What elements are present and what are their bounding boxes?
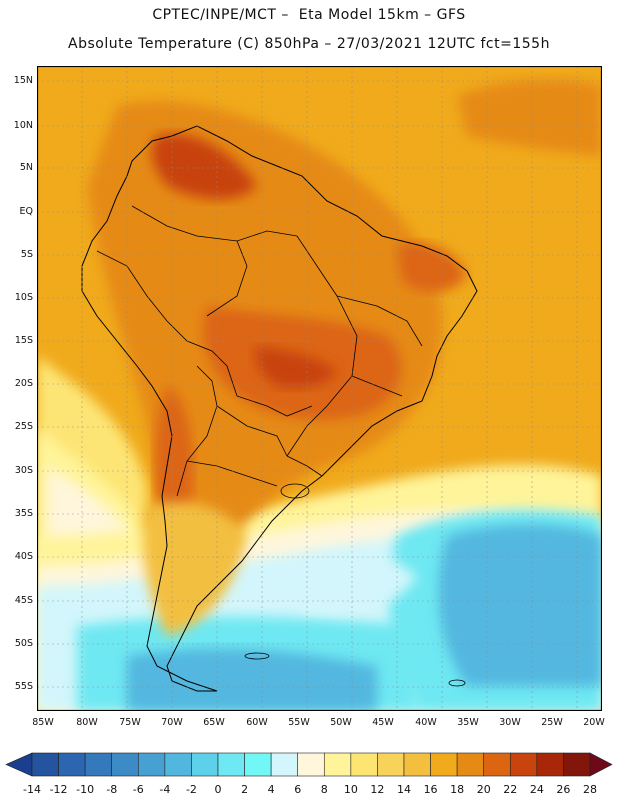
colorbar-cell	[270, 752, 299, 777]
lon-label: 35W	[457, 717, 479, 728]
colorbar-label: -8	[106, 783, 118, 796]
lat-label: 45S	[14, 595, 33, 606]
colorbar-cell	[191, 752, 219, 777]
colorbar-cell	[456, 752, 485, 777]
field-drake-blue	[127, 648, 377, 711]
colorbar-cell	[377, 752, 405, 777]
lon-label: 25W	[541, 717, 563, 728]
lon-label: 55W	[288, 717, 310, 728]
lon-label: 85W	[32, 717, 54, 728]
colorbar-cell	[217, 752, 245, 777]
colorbar-label: 28	[583, 783, 597, 796]
uruguay-outline	[280, 483, 310, 499]
colorbar-label: 24	[529, 783, 544, 796]
lat-label: 15N	[13, 75, 33, 86]
lat-label: 55S	[14, 681, 33, 692]
colorbar-label: 2	[241, 783, 249, 796]
colorbar-cell	[589, 752, 613, 777]
field-mid-pale	[297, 553, 417, 613]
colorbar-cell	[297, 752, 325, 777]
temperature-map	[37, 66, 602, 711]
lat-label: 35S	[14, 508, 33, 519]
colorbar-cell	[323, 752, 352, 777]
colorbar-label: -6	[132, 783, 144, 796]
colorbar-cell	[84, 752, 113, 777]
colorbar-cell	[244, 752, 272, 777]
colorbar-cell	[563, 752, 591, 777]
colorbar-cell	[509, 752, 538, 777]
colorbar-cell	[430, 752, 458, 777]
lat-label: 25S	[14, 421, 33, 432]
lon-label: 80W	[76, 717, 98, 728]
colorbar-label: -10	[76, 783, 95, 796]
colorbar-label: 16	[423, 783, 438, 796]
colorbar-cell	[111, 752, 139, 777]
lat-label: 10N	[13, 120, 33, 131]
map-border	[37, 66, 602, 711]
lat-label: 50S	[14, 638, 33, 649]
colorbar-cell	[31, 752, 59, 777]
continent-outline	[81, 125, 478, 692]
field-patagonia-yellow	[143, 502, 247, 636]
field-atlantic-cold	[438, 524, 602, 686]
colorbar-label: -2	[185, 783, 197, 796]
title-line-1: CPTEC/INPE/MCT – Eta Model 15km – GFS	[152, 7, 466, 23]
lon-label: 20W	[583, 717, 605, 728]
colorbar-label: 0	[214, 783, 222, 796]
south-georgia-outline	[448, 679, 466, 687]
lat-label: 10S	[14, 292, 33, 303]
lat-label: 40S	[14, 551, 33, 562]
field-andes-hot	[154, 386, 194, 525]
colorbar-label: 14	[397, 783, 411, 796]
lat-label: 20S	[14, 378, 33, 389]
colorbar-label: 26	[556, 783, 571, 796]
lon-label: 60W	[246, 717, 268, 728]
colorbar-cell	[483, 752, 511, 777]
lon-label: 30W	[499, 717, 521, 728]
falklands-outline	[244, 652, 270, 660]
colorbar-label: -14	[23, 783, 41, 796]
field-land-hottest	[255, 346, 337, 388]
lat-label: EQ	[19, 206, 33, 217]
colorbar-label: 10	[343, 783, 358, 796]
lon-label: 45W	[372, 717, 394, 728]
colorbar-label: -12	[49, 783, 68, 796]
colorbar-cell	[350, 752, 378, 777]
lon-label: 40W	[415, 717, 437, 728]
field-north-hot	[151, 134, 257, 200]
lat-label: 15S	[14, 335, 33, 346]
colorbar	[5, 752, 613, 777]
colorbar-label: 4	[267, 783, 275, 796]
colorbar-cell	[536, 752, 564, 777]
lon-label: 75W	[119, 717, 141, 728]
colorbar-label: 22	[503, 783, 518, 796]
field-ne-hot	[397, 242, 467, 292]
field-atlantic-ne-hot	[457, 79, 602, 156]
colorbar-cell	[164, 752, 192, 777]
lon-label: 50W	[330, 717, 352, 728]
colorbar-cell	[5, 752, 33, 777]
colorbar-label: 8	[320, 783, 328, 796]
colorbar-cell	[137, 752, 166, 777]
lat-label: 30S	[14, 465, 33, 476]
graticule	[37, 66, 602, 711]
colorbar-label: 20	[476, 783, 491, 796]
lat-label: 5N	[19, 162, 33, 173]
colorbar-label: -4	[159, 783, 171, 796]
colorbar-cell	[403, 752, 431, 777]
colorbar-label: 6	[294, 783, 302, 796]
lat-label: 5S	[20, 249, 33, 260]
lon-label: 70W	[161, 717, 183, 728]
colorbar-label: 12	[370, 783, 385, 796]
colorbar-cell	[58, 752, 86, 777]
title-line-2: Absolute Temperature (C) 850hPa – 27/03/…	[68, 36, 550, 52]
lon-label: 65W	[203, 717, 225, 728]
colorbar-label: 18	[450, 783, 465, 796]
